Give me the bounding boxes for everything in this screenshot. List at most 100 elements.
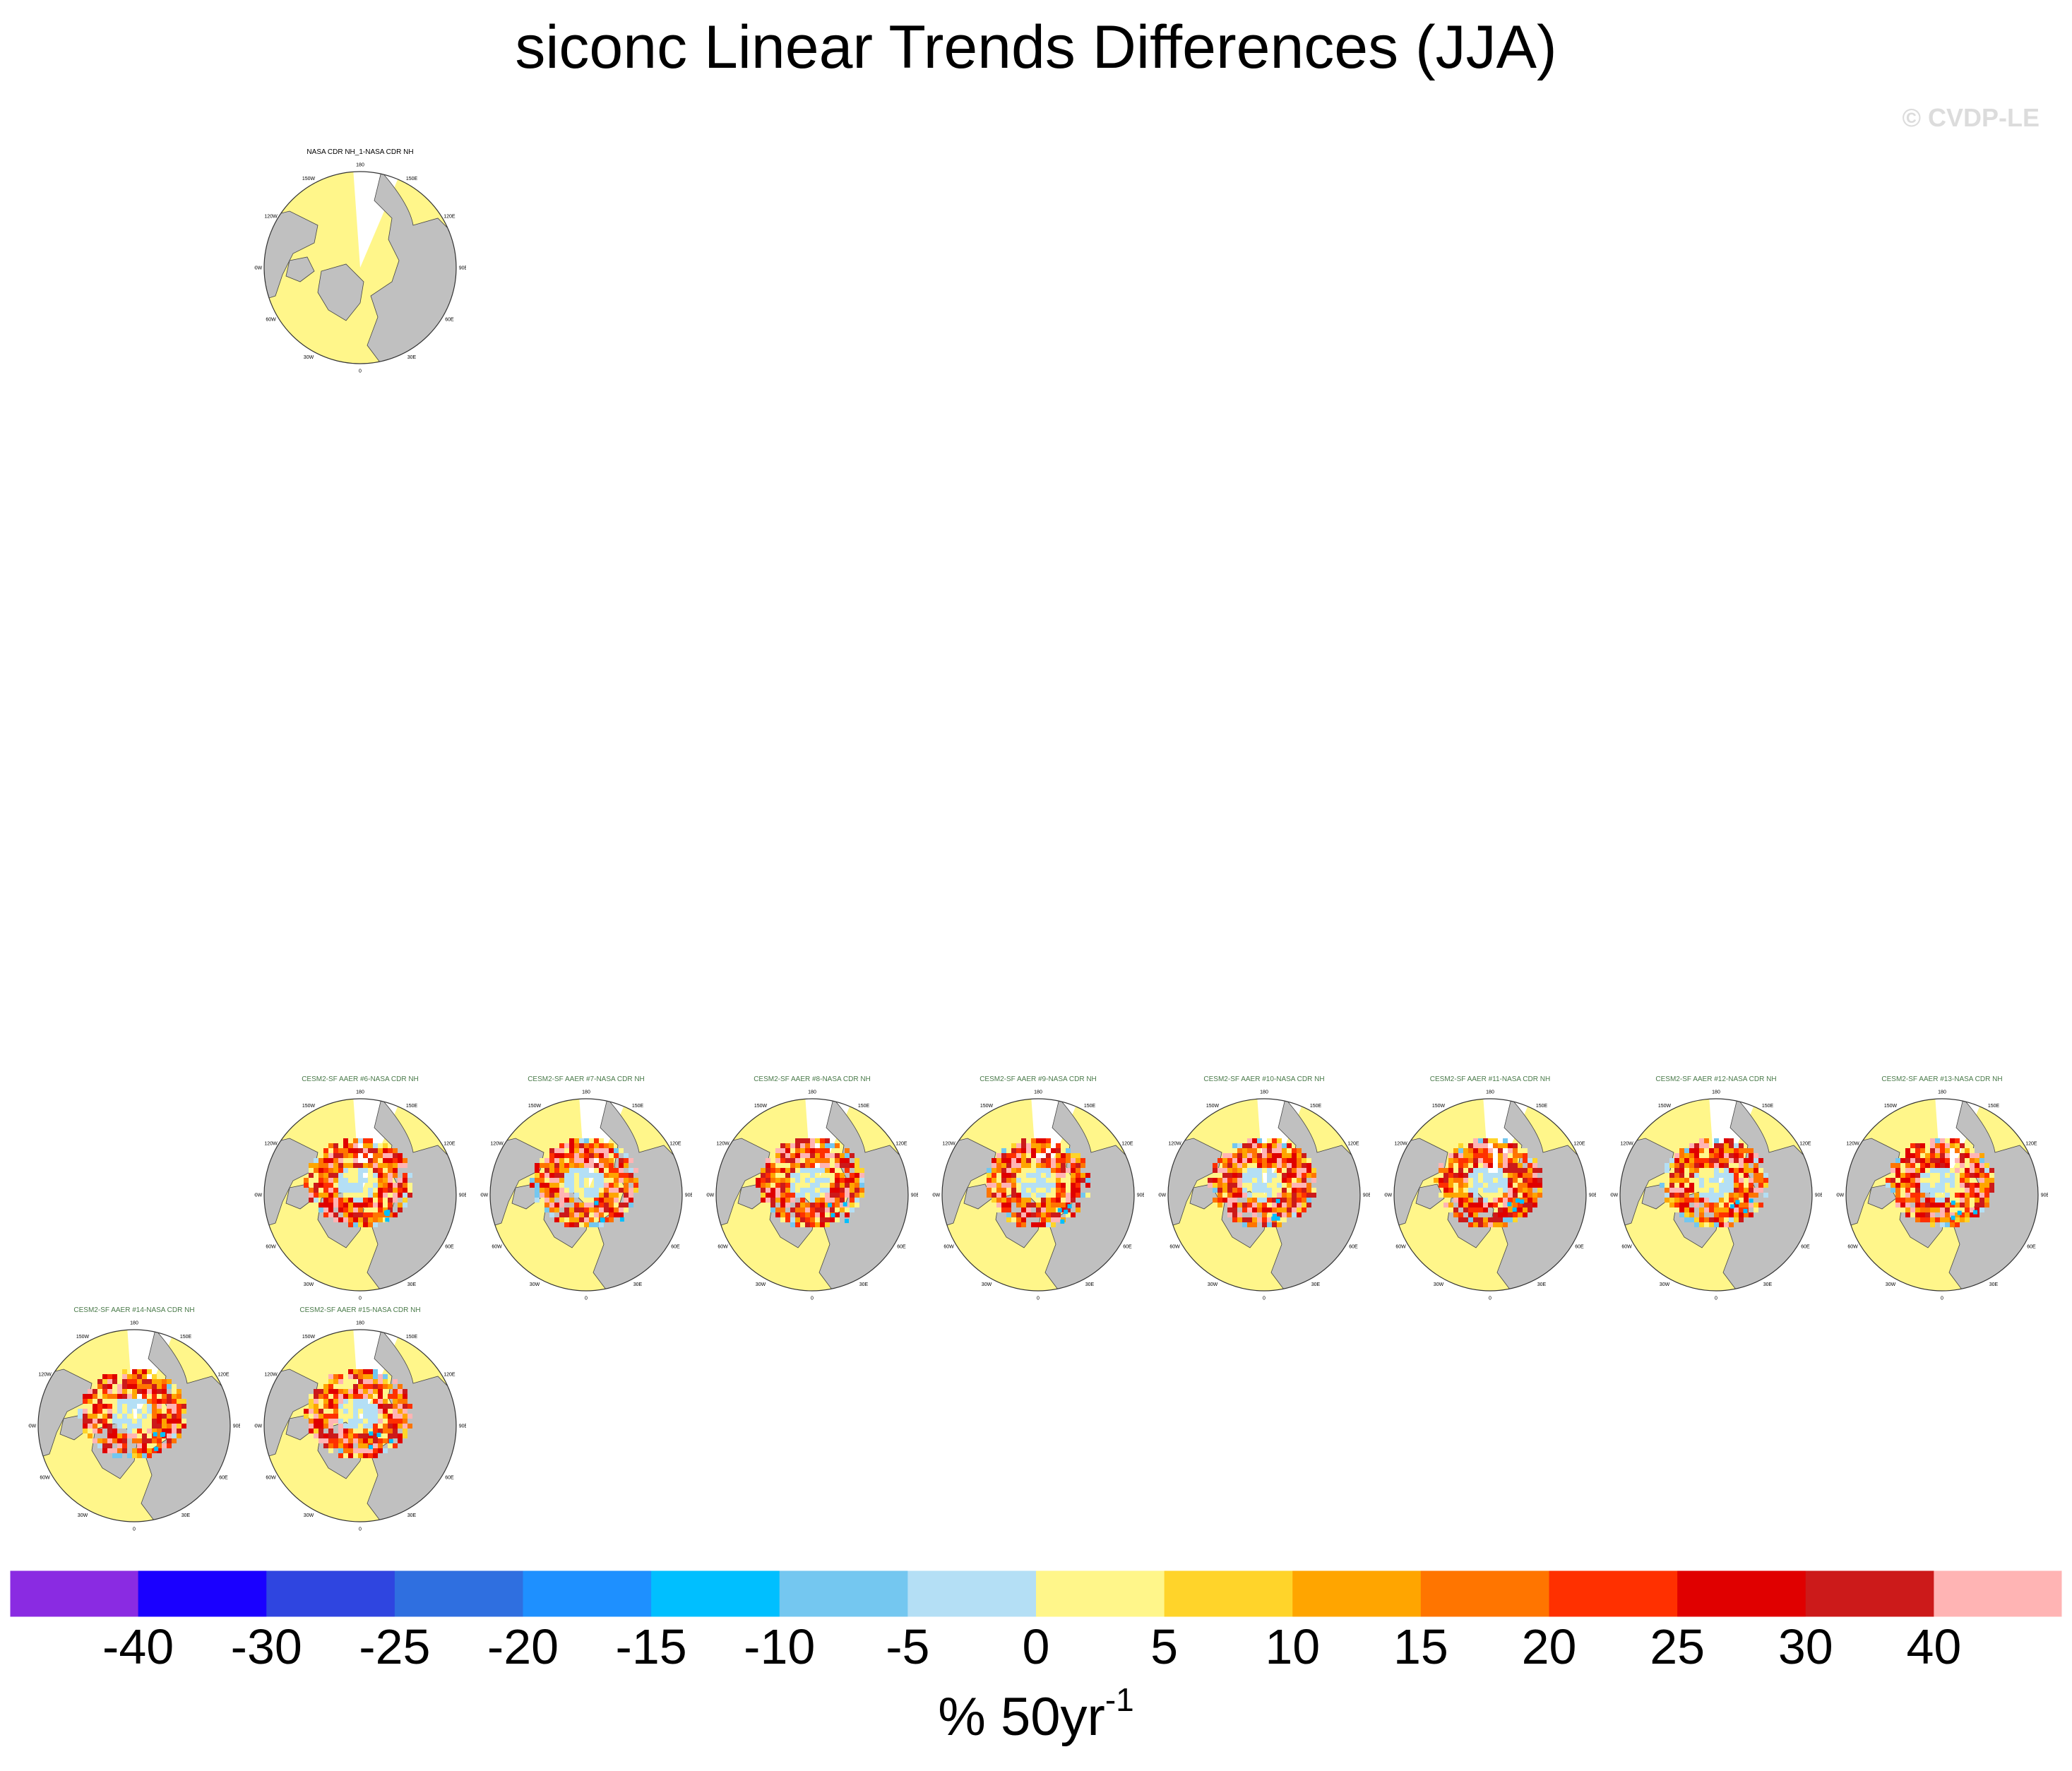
panel-title: CESM2-SF AAER #10-NASA CDR NH	[1203, 1075, 1325, 1083]
panel-title: NASA CDR NH_1-NASA CDR NH	[306, 148, 414, 156]
colorbar-swatch	[1420, 1570, 1549, 1617]
longitude-label: 0	[1489, 1296, 1492, 1301]
longitude-label: 30W	[1660, 1282, 1670, 1287]
longitude-label: 120E	[1121, 1142, 1133, 1147]
map-panel-m9: CESM2-SF AAER #9-NASA CDR NH 180 150E 120E 9…	[932, 1075, 1144, 1305]
colorbar-tick-label: -20	[487, 1619, 559, 1674]
longitude-label: 0	[359, 1296, 362, 1301]
longitude-label: 150W	[980, 1104, 994, 1109]
map-boundary	[1845, 1098, 2039, 1292]
panel-title: CESM2-SF AAER #6-NASA CDR NH	[302, 1075, 419, 1083]
map-panel-m7: CESM2-SF AAER #7-NASA CDR NH 180 150E 120E 9…	[480, 1075, 692, 1305]
colorbar-unit-label: % 50yr-1	[0, 1681, 2072, 1748]
longitude-label: 60E	[2027, 1245, 2036, 1250]
longitude-label: 60W	[1621, 1245, 1632, 1250]
longitude-label: 30E	[859, 1282, 869, 1287]
colorbar-tick-label: 15	[1393, 1619, 1448, 1674]
colorbar-swatch	[1934, 1570, 2062, 1617]
panel-title: CESM2-SF AAER #8-NASA CDR NH	[754, 1075, 871, 1083]
panel-title: CESM2-SF AAER #12-NASA CDR NH	[1655, 1075, 1777, 1083]
colorbar-tick-label: 40	[1906, 1619, 1961, 1674]
longitude-label: 90E	[459, 266, 466, 271]
longitude-label: 180	[130, 1321, 138, 1326]
polar-map: 180 150E 120E 90E 60E 30E 0 30W 60W 90W 120W 150W	[706, 1090, 918, 1301]
longitude-label: 150E	[632, 1104, 644, 1109]
longitude-label: 150E	[406, 177, 418, 181]
longitude-label: 150E	[1536, 1104, 1548, 1109]
longitude-label: 150E	[1084, 1104, 1096, 1109]
longitude-label: 0	[359, 369, 362, 374]
map-panel-m14: CESM2-SF AAER #14-NASA CDR NH 180 150E 120E…	[28, 1306, 240, 1536]
longitude-label: 120E	[2025, 1142, 2037, 1147]
longitude-label: 120W	[1394, 1142, 1407, 1147]
longitude-label: 150E	[180, 1335, 192, 1340]
panel-title: CESM2-SF AAER #7-NASA CDR NH	[528, 1075, 645, 1083]
longitude-label: 150W	[302, 1335, 316, 1340]
map-boundary	[37, 1329, 231, 1522]
longitude-label: 60W	[266, 318, 276, 323]
longitude-label: 30W	[78, 1513, 88, 1518]
polar-map: 180 150E 120E 90E 60E 30E 0 30W 60W 90W 120W 150W	[254, 163, 466, 374]
longitude-label: 90E	[459, 1424, 466, 1429]
colorbar-tick-label: -30	[231, 1619, 302, 1674]
map-panel-m15: CESM2-SF AAER #15-NASA CDR NH 180 150E 120E…	[254, 1306, 466, 1536]
trend-cells	[304, 1369, 412, 1458]
copyright-watermark: © CVDP-LE	[1902, 103, 2040, 132]
longitude-label: 0	[1941, 1296, 1943, 1301]
longitude-label: 120W	[1168, 1142, 1181, 1147]
map-boundary	[1619, 1098, 1813, 1292]
colorbar-swatch	[651, 1570, 780, 1617]
longitude-label: 0	[811, 1296, 814, 1301]
longitude-label: 0	[359, 1527, 362, 1532]
map-boundary	[1167, 1098, 1361, 1292]
longitude-label: 180	[1034, 1090, 1042, 1095]
longitude-label: 120E	[1347, 1142, 1359, 1147]
map-panel-m11: CESM2-SF AAER #11-NASA CDR NH 180 150E 120E…	[1384, 1075, 1596, 1305]
longitude-label: 90W	[1836, 1193, 1845, 1198]
longitude-label: 120W	[942, 1142, 955, 1147]
longitude-label: 60E	[1801, 1245, 1810, 1250]
colorbar-swatch	[523, 1570, 652, 1617]
longitude-label: 30W	[982, 1282, 992, 1287]
polar-map: 180 150E 120E 90E 60E 30E 0 30W 60W 90W 120W 150W	[1158, 1090, 1370, 1301]
longitude-label: 120W	[716, 1142, 730, 1147]
longitude-label: 60E	[1123, 1245, 1132, 1250]
polar-map: 180 150E 120E 90E 60E 30E 0 30W 60W 90W 120W 150W	[932, 1090, 1144, 1301]
longitude-label: 150W	[1432, 1104, 1446, 1109]
longitude-label: 90E	[911, 1193, 918, 1198]
longitude-label: 60W	[266, 1245, 276, 1250]
longitude-label: 150E	[1988, 1104, 2000, 1109]
longitude-label: 30E	[1537, 1282, 1547, 1287]
longitude-label: 30W	[304, 1513, 314, 1518]
longitude-label: 120E	[669, 1142, 681, 1147]
longitude-label: 30E	[1763, 1282, 1773, 1287]
longitude-label: 90W	[254, 1424, 263, 1429]
map-boundary	[941, 1098, 1135, 1292]
longitude-label: 120W	[1620, 1142, 1633, 1147]
longitude-label: 30W	[304, 355, 314, 360]
colorbar-tick-label: -15	[616, 1619, 687, 1674]
colorbar-tick-label: 5	[1150, 1619, 1178, 1674]
longitude-label: 30E	[1085, 1282, 1095, 1287]
longitude-label: 60W	[266, 1476, 276, 1481]
longitude-label: 120E	[895, 1142, 907, 1147]
colorbar-swatch	[1292, 1570, 1422, 1617]
longitude-label: 30W	[530, 1282, 540, 1287]
polar-map: 180 150E 120E 90E 60E 30E 0 30W 60W 90W 120W 150W	[254, 1090, 466, 1301]
longitude-label: 180	[356, 163, 364, 168]
map-boundary	[263, 171, 457, 364]
longitude-label: 150W	[754, 1104, 768, 1109]
longitude-label: 150W	[302, 1104, 316, 1109]
longitude-label: 30W	[1208, 1282, 1218, 1287]
longitude-label: 90E	[1815, 1193, 1822, 1198]
longitude-label: 90E	[1363, 1193, 1370, 1198]
longitude-label: 0	[585, 1296, 588, 1301]
page-title: siconc Linear Trends Differences (JJA)	[515, 13, 1557, 81]
longitude-label: 120W	[264, 1373, 278, 1378]
longitude-label: 0	[133, 1527, 136, 1532]
longitude-label: 0	[1715, 1296, 1717, 1301]
longitude-label: 90W	[254, 1193, 263, 1198]
colorbar-tick-label: -25	[359, 1619, 430, 1674]
longitude-label: 120E	[443, 1373, 456, 1378]
longitude-label: 60W	[1847, 1245, 1858, 1250]
